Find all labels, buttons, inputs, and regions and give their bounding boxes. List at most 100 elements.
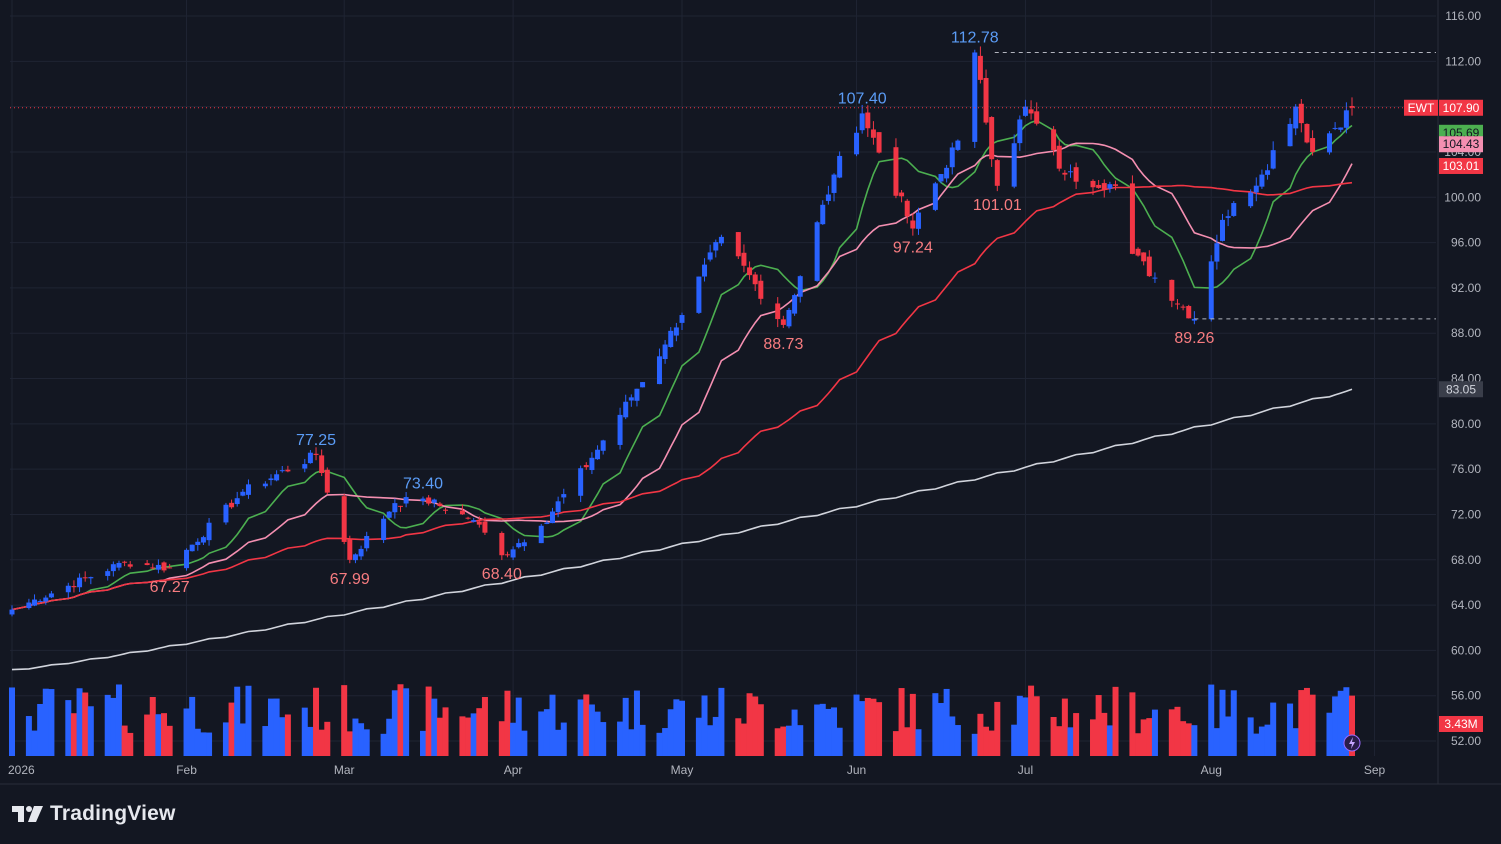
price-tick-label: 56.00 bbox=[1451, 689, 1481, 703]
candle-body bbox=[307, 452, 313, 464]
price-tick-label: 72.00 bbox=[1451, 507, 1481, 521]
volume-bar bbox=[307, 726, 314, 756]
candle-body bbox=[71, 586, 77, 588]
volume-bar bbox=[1326, 712, 1333, 756]
price-tick-label: 96.00 bbox=[1451, 236, 1481, 250]
volume-bar bbox=[48, 689, 55, 756]
volume-bar bbox=[431, 698, 438, 756]
candle-body bbox=[1034, 111, 1040, 124]
candle-body bbox=[1113, 184, 1119, 186]
candle-body bbox=[735, 232, 741, 257]
volume-bar bbox=[318, 729, 325, 756]
candle-body bbox=[347, 539, 353, 560]
volume-bar bbox=[76, 688, 83, 756]
time-tick-label: 2026 bbox=[8, 763, 35, 777]
volume-bar bbox=[189, 696, 196, 756]
candle-body bbox=[668, 330, 674, 347]
price-tick-label: 68.00 bbox=[1451, 553, 1481, 567]
candle-body bbox=[1169, 279, 1175, 301]
candle-body bbox=[679, 315, 685, 323]
candle-body bbox=[426, 497, 432, 504]
candle-body bbox=[561, 494, 567, 498]
candle-body bbox=[302, 464, 308, 469]
volume-bar bbox=[667, 709, 674, 756]
ma-tag-sma20-bg bbox=[1439, 136, 1483, 153]
volume-bar bbox=[718, 687, 725, 756]
candle-body bbox=[876, 132, 882, 153]
candle-body bbox=[1265, 170, 1271, 175]
candle-body bbox=[144, 563, 150, 566]
candle-body bbox=[628, 397, 634, 401]
candle-body bbox=[397, 505, 403, 507]
candle-body bbox=[1225, 216, 1231, 218]
volume-bar bbox=[780, 726, 787, 756]
volume-bar bbox=[279, 717, 286, 756]
volume-bar bbox=[915, 729, 922, 756]
volume-bar bbox=[504, 690, 511, 756]
candle-body bbox=[1101, 183, 1107, 190]
volume-tag: 3.43M bbox=[1439, 716, 1483, 732]
candle-body bbox=[944, 167, 950, 179]
tradingview-brand[interactable]: TradingView bbox=[12, 800, 176, 828]
candle-body bbox=[1180, 306, 1186, 308]
volume-bar bbox=[104, 694, 111, 756]
volume-bar bbox=[538, 711, 545, 756]
candle-body bbox=[1332, 127, 1338, 129]
volume-bar bbox=[470, 713, 477, 756]
price-tick-label: 76.00 bbox=[1451, 462, 1481, 476]
volume-bar bbox=[679, 700, 685, 756]
candle-body bbox=[437, 503, 443, 507]
candle-body bbox=[583, 465, 589, 468]
candle-body bbox=[831, 174, 837, 193]
candle-body bbox=[9, 609, 15, 615]
candle-body bbox=[43, 597, 49, 602]
volume-bar bbox=[1298, 690, 1305, 756]
ma-tag-sma20-text: 104.43 bbox=[1443, 137, 1480, 151]
volume-bar bbox=[476, 708, 483, 756]
low-annotation: 67.27 bbox=[150, 579, 190, 596]
candle-body bbox=[77, 577, 83, 588]
volume-bar bbox=[301, 707, 308, 756]
volume-bar bbox=[228, 702, 235, 756]
candle-body bbox=[37, 601, 43, 603]
volume-bar bbox=[144, 714, 151, 756]
volume-bar bbox=[465, 717, 472, 756]
candle-body bbox=[1293, 106, 1299, 129]
candle-body bbox=[1287, 123, 1293, 147]
candle-body bbox=[617, 414, 623, 445]
volume-bar bbox=[1028, 685, 1035, 756]
volume-bar bbox=[510, 722, 517, 756]
sma200-line bbox=[11, 388, 1353, 671]
volume-bar bbox=[161, 713, 168, 756]
candle-body bbox=[893, 147, 899, 196]
volume-bar bbox=[1213, 728, 1220, 756]
volume-bar bbox=[222, 722, 229, 756]
volume-bar bbox=[594, 711, 601, 756]
volume-bar bbox=[1022, 697, 1029, 756]
volume-bar bbox=[746, 693, 753, 756]
volume-bar bbox=[206, 732, 213, 756]
candle-body bbox=[696, 276, 702, 313]
candle-body bbox=[262, 483, 268, 487]
candle-body bbox=[420, 498, 426, 502]
volume-bar bbox=[701, 695, 708, 756]
candle-body bbox=[1220, 219, 1226, 241]
candle-body bbox=[820, 204, 826, 225]
candle-body bbox=[150, 567, 156, 569]
volume-bar bbox=[977, 713, 984, 756]
volume-bar bbox=[791, 709, 798, 756]
volume-bar bbox=[31, 730, 38, 756]
candle-body bbox=[904, 200, 910, 217]
volume-bar bbox=[937, 702, 944, 756]
volume-bar bbox=[346, 731, 353, 756]
candle-body bbox=[662, 344, 668, 360]
volume-bar bbox=[904, 727, 911, 756]
ma-tag-sma50-bg bbox=[1439, 157, 1483, 174]
volume-bar bbox=[1033, 696, 1040, 756]
ma-tag-sma200-text: 83.05 bbox=[1446, 382, 1476, 396]
volume-bar bbox=[313, 687, 320, 756]
candle-body bbox=[634, 388, 640, 401]
volume-bar bbox=[1219, 689, 1226, 756]
price-chart[interactable]: 77.25 73.40 107.40 112.78 67.27 67.99 68.40 88.… bbox=[0, 0, 1501, 786]
